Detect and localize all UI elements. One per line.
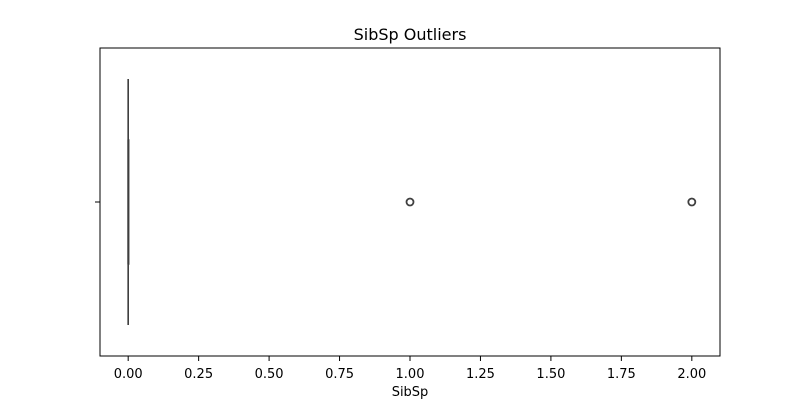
x-axis-label: SibSp <box>392 385 429 400</box>
x-tick-label: 0.75 <box>325 367 354 382</box>
x-tick-label: 0.25 <box>184 367 213 382</box>
x-tick-label: 1.50 <box>536 367 565 382</box>
x-tick-label: 1.25 <box>466 367 495 382</box>
x-tick-label: 1.00 <box>396 367 425 382</box>
x-tick-label: 1.75 <box>607 367 636 382</box>
x-tick-label: 0.50 <box>255 367 284 382</box>
plot-frame <box>99 47 721 357</box>
plot-marks <box>127 79 697 325</box>
outlier-point <box>687 197 697 207</box>
x-axis-ticks: 0.00 0.25 0.50 0.75 1.00 1.25 1.50 1.75 2.00 <box>114 356 706 382</box>
outlier-point <box>405 197 415 207</box>
chart-title: SibSp Outliers <box>354 25 467 44</box>
x-tick-label: 0.00 <box>114 367 143 382</box>
x-tick-label: 2.00 <box>677 367 706 382</box>
